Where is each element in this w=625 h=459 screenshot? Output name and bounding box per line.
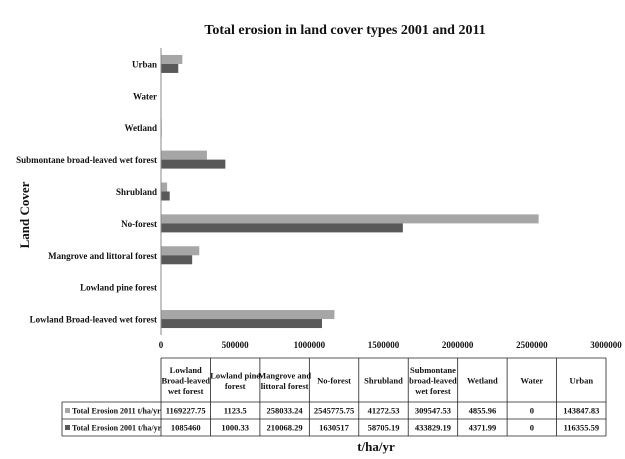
table-value-cell: 4371.99 <box>469 423 497 433</box>
x-tick-label: 2500000 <box>516 340 548 350</box>
y-tick-label: Water <box>133 91 157 101</box>
table-value-cell: 2545775.75 <box>314 406 354 416</box>
table-header-cell: Lowland Broad-leaved wet forest <box>161 365 210 396</box>
bars-layer <box>161 54 539 329</box>
bar-2001 <box>161 255 193 265</box>
bar-2001 <box>161 223 403 233</box>
table-value-cell: 0 <box>530 423 534 433</box>
y-tick-label: Mangrove and littoral forest <box>48 251 157 261</box>
legend-key <box>65 425 70 430</box>
table-value-cell: 258033.24 <box>267 406 304 416</box>
table-value-cell: 58705.19 <box>368 423 400 433</box>
legend-key <box>65 408 70 413</box>
bar-2001 <box>161 319 323 329</box>
x-tick-label: 3000000 <box>590 340 622 350</box>
axes-layer: Lowland Broad-leaved wet forest Lowland p… <box>16 48 622 350</box>
x-tick-label: 1500000 <box>368 340 400 350</box>
table-value-cell: 4855.96 <box>469 406 497 416</box>
y-tick-label: Lowland pine forest <box>80 283 157 293</box>
bar-2001 <box>161 191 170 201</box>
bar-2011 <box>161 246 200 256</box>
table-header-cell: Submontane broad-leaved wet forest <box>409 365 457 396</box>
table-value-cell: 1630517 <box>319 423 350 433</box>
table-value-cell: 433829.19 <box>415 423 451 433</box>
bar-2011 <box>161 150 207 160</box>
y-tick-label: Wetland <box>124 123 157 133</box>
table-header-cell: Wetland <box>467 376 498 386</box>
table-value-cell: 1123.5 <box>224 406 247 416</box>
table-header-cell: Shrubland <box>364 376 403 386</box>
bar-2011 <box>161 182 168 192</box>
y-tick-label: No-forest <box>121 219 157 229</box>
x-tick-label: 500000 <box>222 340 250 350</box>
table-value-cell: 1085460 <box>171 423 201 433</box>
y-tick-label: Urban <box>132 59 157 69</box>
table-header-cell: Water <box>520 376 543 386</box>
y-tick-label: Submontane broad-leaved wet forest <box>16 155 157 165</box>
table-value-cell: 1000.33 <box>221 423 249 433</box>
bar-2011 <box>161 214 539 224</box>
y-tick-label: Lowland Broad-leaved wet forest <box>30 315 157 325</box>
y-tick-label: Shrubland <box>116 187 157 197</box>
table-header-cell: Lowland pine forest <box>210 370 260 391</box>
x-tick-label: 0 <box>159 340 164 350</box>
table-value-cell: 1169227.75 <box>166 406 206 416</box>
table-header-cell: Urban <box>569 376 593 386</box>
table-value-cell: 116355.59 <box>563 423 599 433</box>
table-header-cell: No-forest <box>317 376 351 386</box>
legend-entry: Total Erosion 2011 t/ha/yr <box>72 407 161 416</box>
bar-2001 <box>161 63 179 73</box>
table-value-cell: 210068.29 <box>267 423 303 433</box>
table-header-cell: Mangrove and littoral forest <box>258 370 311 391</box>
table-value-cell: 41272.53 <box>368 406 400 416</box>
x-axis-title: t/ha/yr <box>357 439 395 454</box>
x-tick-label: 1000000 <box>294 340 326 350</box>
chart-title: Total erosion in land cover types 2001 a… <box>204 23 485 38</box>
x-tick-label: 2000000 <box>442 340 474 350</box>
table-value-cell: 309547.53 <box>415 406 451 416</box>
bar-2011 <box>161 54 183 64</box>
bar-2011 <box>161 310 335 320</box>
legend-entry: Total Erosion 2001 t/ha/yr <box>72 424 162 433</box>
bar-2001 <box>161 159 226 169</box>
y-axis-title: Land Cover <box>17 181 32 248</box>
table-value-cell: 143847.83 <box>563 406 599 416</box>
table-value-cell: 0 <box>530 406 534 416</box>
